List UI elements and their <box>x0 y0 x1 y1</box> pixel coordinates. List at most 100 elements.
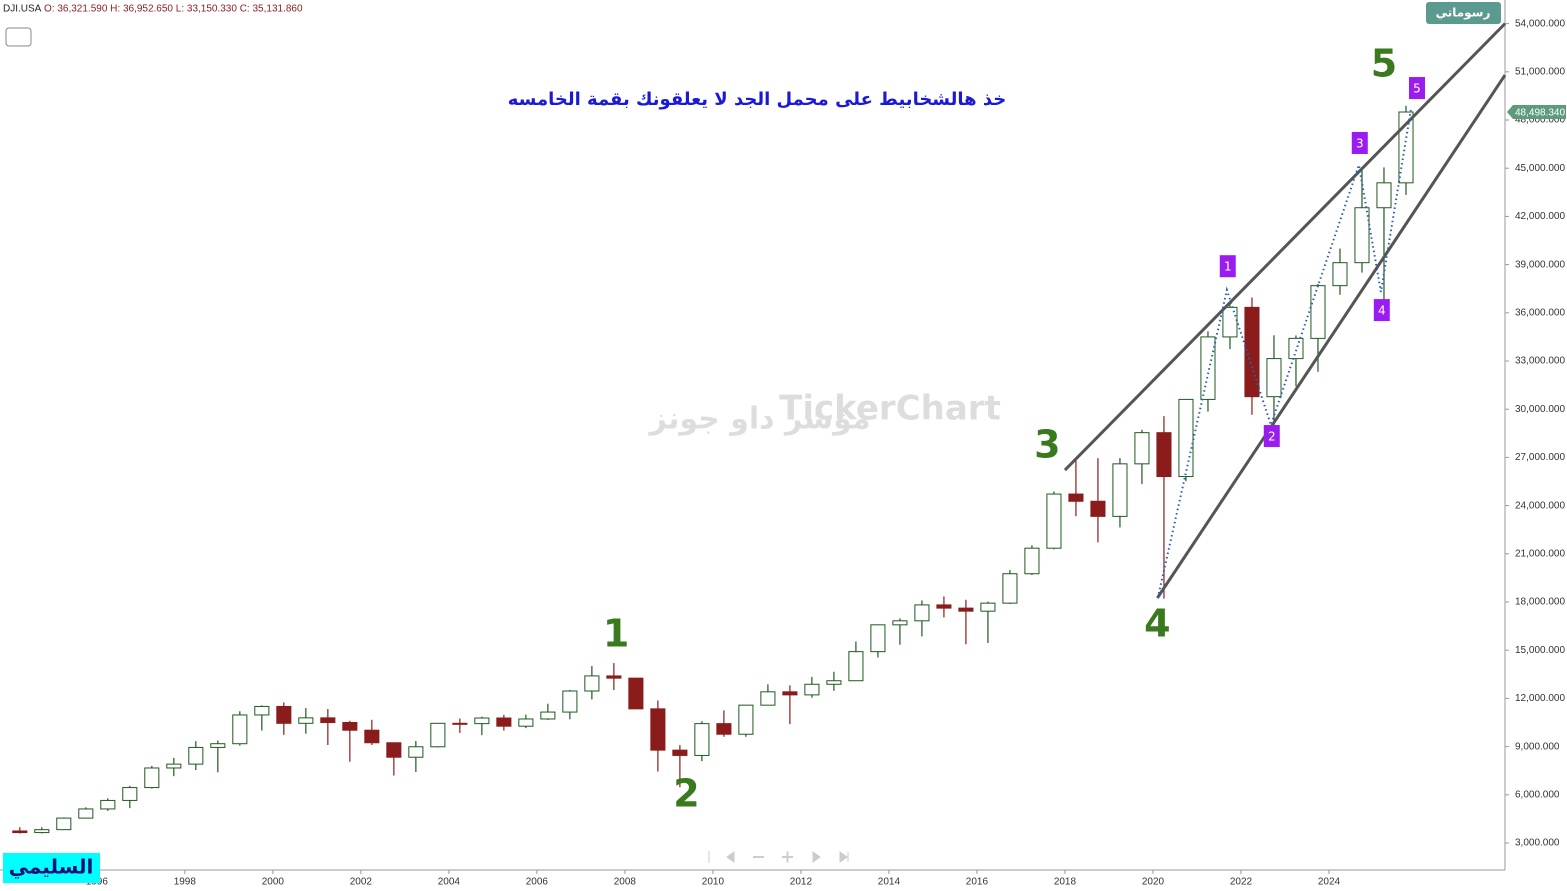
y-tick-label: 36,000.000 <box>1515 307 1565 318</box>
x-tick-label: 2002 <box>350 877 373 888</box>
candle-body <box>1112 463 1128 517</box>
sub-wave-label: 1 <box>1224 260 1232 274</box>
watermark-brand: TickerChart <box>779 389 1001 429</box>
candle-body <box>540 711 556 720</box>
candle-body <box>1244 306 1260 398</box>
candle-body <box>650 708 666 751</box>
x-tick-label: 2010 <box>702 877 725 888</box>
candle-body <box>826 680 842 685</box>
candle-body <box>320 717 336 724</box>
candle-body <box>628 677 644 710</box>
candle-body <box>1090 500 1106 517</box>
wave-path <box>1156 109 1412 599</box>
candle-body <box>12 830 28 834</box>
candle-body <box>584 675 600 692</box>
wave-label: 4 <box>1144 602 1170 646</box>
sub-wave-box <box>1408 77 1425 100</box>
candle-body <box>364 729 380 744</box>
x-tick-label: 2020 <box>1142 877 1165 888</box>
candle-body <box>188 746 204 765</box>
candle-body <box>1002 573 1018 604</box>
wave-label: 3 <box>1034 422 1060 466</box>
candle-body <box>34 829 50 834</box>
y-tick-label: 33,000.000 <box>1515 356 1565 367</box>
nav-right[interactable] <box>812 851 821 863</box>
candle-body <box>892 620 908 626</box>
candle-body <box>870 624 886 653</box>
candle-body <box>386 742 402 758</box>
candle-body <box>1266 358 1282 398</box>
x-tick-label: 2008 <box>614 877 637 888</box>
candle-body <box>804 683 820 696</box>
candle-body <box>78 808 94 819</box>
drawings-button[interactable] <box>1426 2 1501 24</box>
y-tick-label: 54,000.000 <box>1515 18 1565 29</box>
x-tick-label: 2004 <box>438 877 461 888</box>
drawings-button-label[interactable]: رسوماتي <box>1436 6 1491 21</box>
candle-body <box>1068 493 1084 502</box>
x-tick-label: 2012 <box>790 877 813 888</box>
y-tick-label: 48,000.000 <box>1515 115 1565 126</box>
nav-zoom-in[interactable] <box>782 851 793 863</box>
x-tick-label: 2022 <box>1230 877 1253 888</box>
wave-label: 1 <box>603 612 629 656</box>
y-tick-label: 30,000.000 <box>1515 404 1565 415</box>
candle-body <box>738 704 754 735</box>
candle-body <box>1354 207 1370 264</box>
candle-body <box>848 651 864 682</box>
sub-wave-box <box>1373 299 1390 322</box>
candle-body <box>1310 285 1326 339</box>
candle-body <box>980 602 996 612</box>
candle-body <box>760 691 776 706</box>
candle-body <box>1332 262 1348 287</box>
candle-body <box>1024 547 1040 575</box>
candle-body <box>342 722 358 731</box>
trend-line <box>1063 22 1507 472</box>
chart-title: خذ هالشخابيط على محمل الجد لا يعلقونك بق… <box>508 89 1007 110</box>
y-tick-label: 18,000.000 <box>1515 597 1565 608</box>
candle-body <box>408 746 424 758</box>
y-tick-label: 45,000.000 <box>1515 163 1565 174</box>
candle-body <box>1376 182 1392 209</box>
y-tick-label: 15,000.000 <box>1515 645 1565 656</box>
candle-body <box>276 705 292 724</box>
y-tick-label: 51,000.000 <box>1515 66 1565 77</box>
sub-wave-box <box>1263 425 1280 448</box>
candle-body <box>298 717 314 724</box>
nav-left[interactable] <box>726 851 735 863</box>
candle-body <box>452 722 468 725</box>
x-tick-label: 1998 <box>174 877 197 888</box>
nav-end[interactable] <box>839 851 849 863</box>
watermark: TickerChart مؤشر داو جونز <box>647 389 1000 437</box>
candle-body <box>254 705 270 716</box>
symbol: DJI.USA <box>3 4 42 15</box>
candle-body <box>914 604 930 622</box>
candle-body <box>144 767 160 789</box>
ohlc: O: 36,321.590 H: 36,952.650 L: 33,150.33… <box>44 4 303 15</box>
wave-label: 5 <box>1371 42 1397 86</box>
candle-body <box>122 787 138 801</box>
x-tick-label: 2018 <box>1054 877 1077 888</box>
y-tick-label: 6,000.000 <box>1515 789 1560 800</box>
last-price-label: 48,498.340 <box>1515 108 1565 119</box>
candle-body <box>782 691 798 696</box>
x-tick-label: 2000 <box>262 877 285 888</box>
candle-body <box>1046 493 1062 549</box>
toggle-box[interactable] <box>5 27 32 47</box>
candle-body <box>716 723 732 735</box>
candle-body <box>1288 337 1304 360</box>
candle-body <box>1156 432 1172 478</box>
candle-body <box>474 717 490 725</box>
candle-body <box>606 675 622 679</box>
candle-body <box>232 714 248 745</box>
candle-body <box>1222 306 1238 338</box>
x-tick-label: 2014 <box>878 877 901 888</box>
y-tick-label: 21,000.000 <box>1515 548 1565 559</box>
nav-toolbar <box>708 851 849 863</box>
candle-body <box>496 717 512 727</box>
candle-body <box>518 718 534 727</box>
sub-wave-label: 2 <box>1268 430 1276 444</box>
